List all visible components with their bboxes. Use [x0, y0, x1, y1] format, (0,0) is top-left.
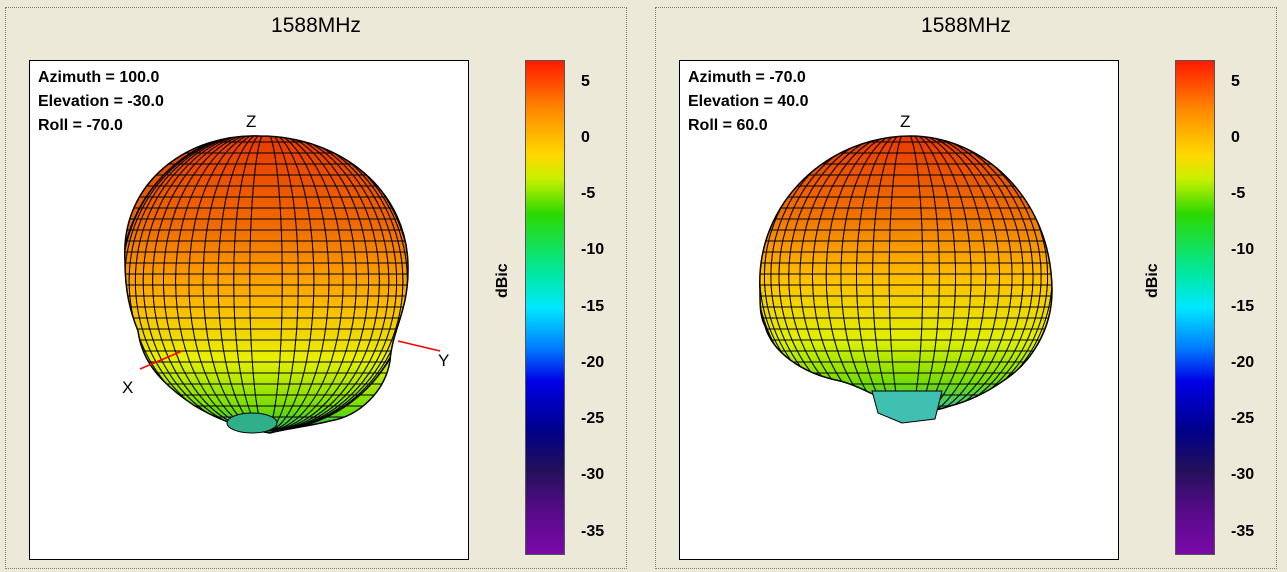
colorbar-tick-label: -15 [1231, 297, 1255, 315]
colorbar-tick-label: -20 [581, 353, 605, 371]
x-axis-label: X [122, 378, 133, 397]
colorbar-tick-label: -35 [581, 522, 605, 540]
pattern-surface [124, 135, 409, 434]
colorbar-tick-label: -30 [581, 466, 605, 484]
colorbar-tick-label: -20 [1231, 353, 1255, 371]
colorbar-tick-label: -10 [581, 241, 605, 259]
colorbar-unit-label: dBic [1144, 263, 1161, 298]
pattern-bottom-lobe [871, 390, 943, 424]
colorbar-tick-label: -30 [1231, 466, 1255, 484]
roll-label: Roll = -70.0 [38, 117, 123, 134]
colorbar [525, 60, 565, 555]
elevation-label: Elevation = -30.0 [38, 93, 164, 110]
chart-panel-1: 1588MHz Z X [5, 7, 627, 569]
colorbar-tick-label: 0 [1231, 128, 1240, 146]
radiation-pattern-plot: Z X Y [122, 112, 449, 434]
x-axis-line [139, 350, 183, 370]
chart-title: 1588MHz [271, 14, 361, 37]
chart-title: 1588MHz [921, 14, 1011, 37]
colorbar-tick-label: 5 [1231, 72, 1240, 90]
colorbar-unit-label: dBic [494, 263, 511, 298]
colorbar-tick-label: 0 [581, 128, 590, 146]
elevation-label: Elevation = 40.0 [688, 93, 809, 110]
azimuth-label: Azimuth = 100.0 [38, 69, 160, 86]
plot-area[interactable]: Z Azimuth = -70.0 Elevation = 40.0 Roll … [679, 60, 1119, 560]
pattern-bottom-lobe [226, 412, 278, 434]
roll-label: Roll = 60.0 [688, 117, 768, 134]
azimuth-label: Azimuth = -70.0 [688, 69, 806, 86]
y-axis-label: Y [438, 351, 449, 370]
colorbar-tick-label: -5 [581, 185, 596, 202]
colorbar [1175, 60, 1215, 555]
radiation-pattern-plot: Z [759, 112, 1053, 424]
colorbar-tick-label: -35 [1231, 522, 1255, 540]
colorbar-tick-label: -15 [581, 297, 605, 315]
plot-area[interactable]: Z X Y Azimuth = 100.0 Elevation = -30.0 … [29, 60, 469, 560]
colorbar-tick-label: -5 [1231, 185, 1246, 202]
colorbar-tick-label: -10 [1231, 241, 1255, 259]
colorbar-tick-label: -25 [1231, 410, 1255, 427]
z-axis-label: Z [246, 112, 256, 131]
colorbar-tick-label: -25 [581, 410, 605, 427]
z-axis-label: Z [900, 112, 910, 131]
colorbar-tick-label: 5 [581, 72, 590, 90]
y-axis-line [397, 340, 441, 352]
chart-panel-2: 1588MHz Z Azimuth = -70.0 [655, 7, 1277, 569]
